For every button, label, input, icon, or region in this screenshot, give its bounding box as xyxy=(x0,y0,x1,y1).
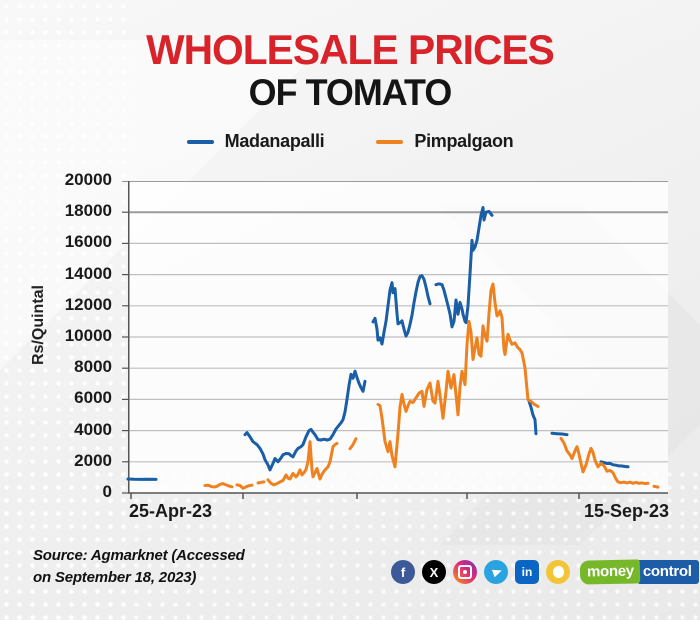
y-tick-label: 12000 xyxy=(64,294,112,314)
page-subtitle: OF TOMATO xyxy=(248,72,453,113)
y-tick-label: 4000 xyxy=(74,419,112,439)
series-line-madanapalli xyxy=(527,399,538,436)
y-tick-label: 6000 xyxy=(74,388,112,408)
chart-legend: Madanapalli Pimpalgaon xyxy=(0,131,700,152)
price-chart-plot-area xyxy=(122,181,668,499)
y-tick-label: 20000 xyxy=(64,170,112,189)
source-note: Source: Agmarknet (Accessed on September… xyxy=(33,545,245,589)
bird-glyph xyxy=(552,566,564,578)
legend-item-madanapalli: Madanapalli xyxy=(186,131,325,152)
y-axis-tick-labels: 0 2000 4000 6000 8000 10000 12000 14000 16000 180… xyxy=(46,0,112,620)
moneycontrol-logo[interactable]: money control xyxy=(579,559,699,585)
koo-icon[interactable] xyxy=(546,560,570,584)
pimpalgaon-line-swatch xyxy=(376,139,404,144)
series-line-madanapalli xyxy=(371,274,432,346)
y-tick-label: 10000 xyxy=(64,326,112,345)
y-tick-label: 18000 xyxy=(64,201,112,221)
camera-glyph xyxy=(458,565,472,579)
footer-social-bar: f X in money control xyxy=(391,559,699,585)
madanapalli-line-swatch xyxy=(186,139,214,144)
logo-money-part: money xyxy=(579,559,641,585)
facebook-icon[interactable]: f xyxy=(391,560,415,584)
series-line-pimpalgaon xyxy=(256,480,266,485)
telegram-icon[interactable] xyxy=(484,560,508,584)
series-line-madanapalli xyxy=(550,431,569,437)
series-line-pimpalgaon xyxy=(203,482,234,489)
legend-label: Pimpalgaon xyxy=(414,131,514,151)
page-title: WHOLESALE PRICES xyxy=(146,26,555,73)
legend-item-pimpalgaon: Pimpalgaon xyxy=(376,131,514,152)
series-line-madanapalli xyxy=(243,369,367,472)
y-tick-label: 14000 xyxy=(64,263,112,283)
linkedin-icon[interactable]: in xyxy=(515,560,539,584)
logo-control-part: control xyxy=(637,560,699,584)
source-line2: on September 18, 2023) xyxy=(33,568,197,586)
paper-plane-glyph xyxy=(491,566,503,578)
series-line-pimpalgaon xyxy=(348,437,358,451)
x-axis-start-label: 25-Apr-23 xyxy=(129,501,213,521)
y-tick-label: 8000 xyxy=(74,357,112,377)
x-icon[interactable]: X xyxy=(422,560,446,584)
series-line-pimpalgaon xyxy=(266,440,339,487)
series-line-pimpalgaon xyxy=(376,282,540,469)
legend-label: Madanapalli xyxy=(224,131,325,151)
series-line-pimpalgaon xyxy=(652,484,660,489)
source-line1: Source: Agmarknet (Accessed xyxy=(33,547,245,564)
series-line-madanapalli xyxy=(599,460,630,469)
y-tick-label: 2000 xyxy=(74,450,112,470)
series-line-pimpalgaon xyxy=(235,483,254,490)
x-axis-end-label: 15-Sep-23 xyxy=(584,501,670,521)
y-tick-label: 0 xyxy=(102,482,112,501)
series-line-pimpalgaon xyxy=(559,436,650,486)
series-line-madanapalli xyxy=(434,206,494,329)
instagram-icon[interactable] xyxy=(453,560,477,584)
y-tick-label: 16000 xyxy=(64,232,112,252)
